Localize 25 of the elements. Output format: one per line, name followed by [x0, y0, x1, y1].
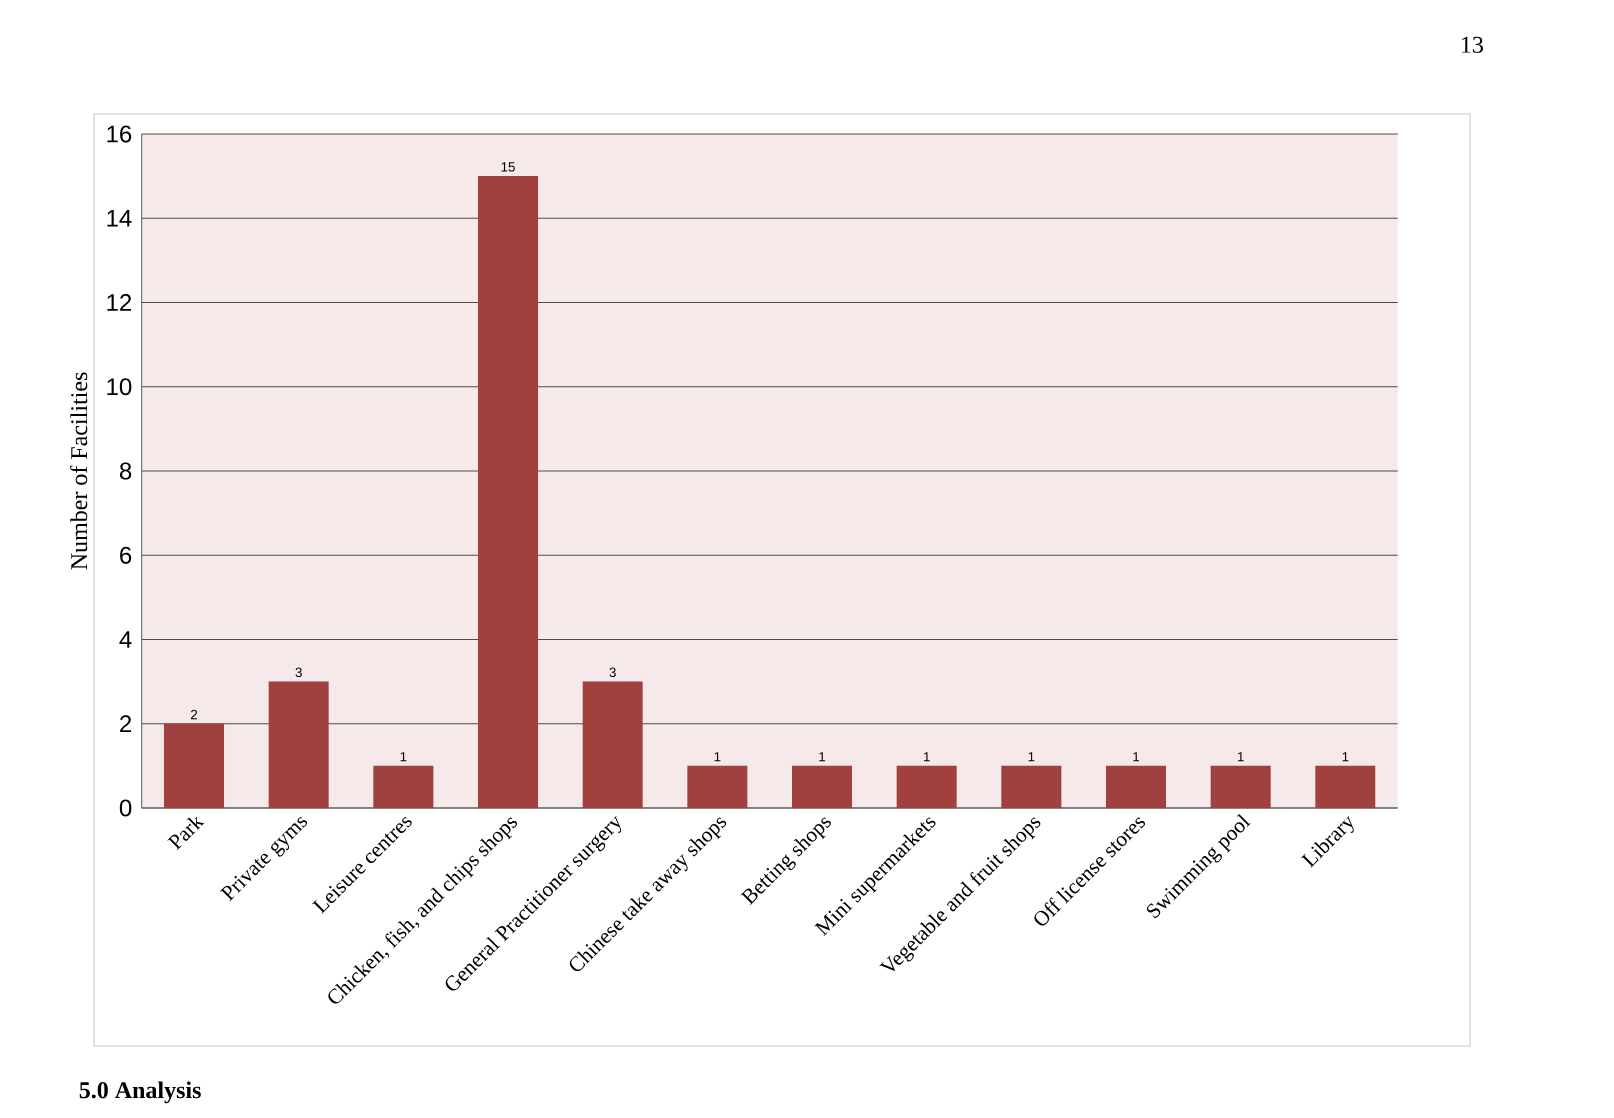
bar [268, 681, 329, 808]
bar [582, 681, 643, 808]
text: 13 [1462, 36, 1483, 53]
bar [478, 176, 539, 808]
bar [164, 723, 225, 808]
y-tick-label: 4 [119, 631, 132, 648]
text: 5.0 Analysis [79, 1081, 201, 1104]
bar [1106, 765, 1166, 808]
x-tick-label: Park [167, 816, 205, 851]
bar [1001, 765, 1062, 808]
bar [896, 765, 957, 808]
bar [1210, 765, 1271, 808]
y-tick-label: 16 [107, 125, 132, 143]
bar [792, 765, 852, 808]
y-tick-label: 6 [120, 546, 132, 564]
bar [687, 765, 748, 808]
y-axis-title: Number of Facilities [70, 372, 88, 570]
y-tick-label: 2 [120, 715, 132, 733]
y-tick-label: 10 [107, 378, 132, 396]
bar [1315, 765, 1376, 808]
y-tick-label: 0 [119, 799, 132, 817]
y-tick-label: 12 [107, 294, 132, 311]
bar [373, 765, 434, 808]
y-tick-label: 8 [119, 462, 132, 480]
y-tick-label: 14 [107, 209, 132, 227]
